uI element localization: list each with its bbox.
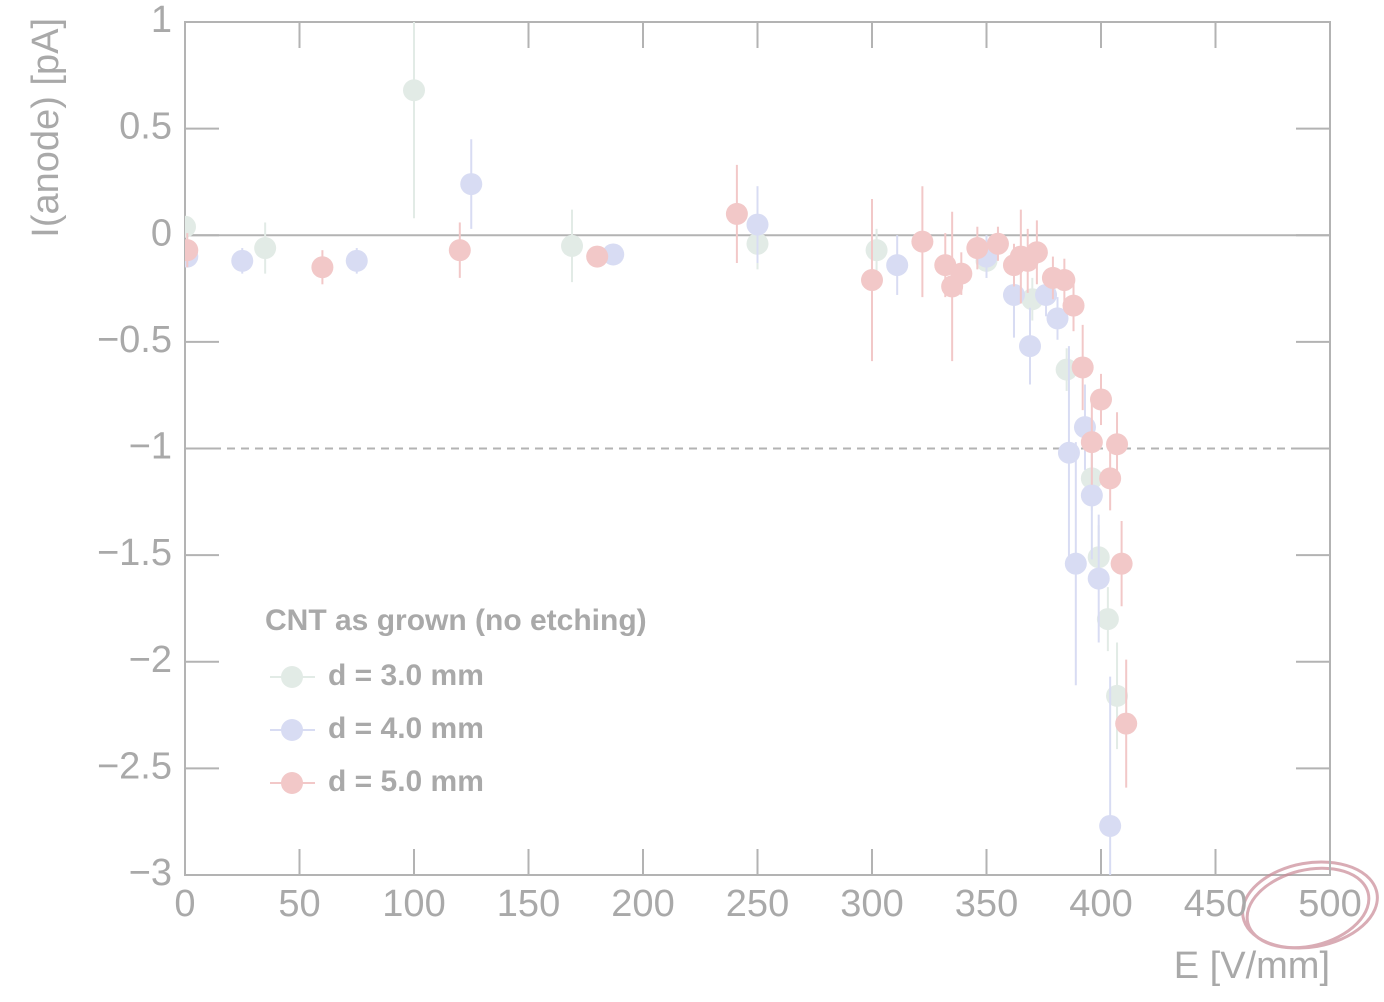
point bbox=[886, 254, 909, 277]
point bbox=[1096, 608, 1119, 631]
point bbox=[861, 269, 883, 292]
point bbox=[1090, 388, 1112, 411]
point bbox=[460, 173, 483, 196]
point bbox=[1002, 283, 1025, 306]
point bbox=[1071, 356, 1094, 379]
point bbox=[950, 262, 973, 285]
point bbox=[725, 202, 748, 225]
legend-marker bbox=[281, 666, 303, 688]
y-tick-label: −2 bbox=[129, 639, 172, 681]
point bbox=[1099, 814, 1122, 837]
x-axis-label: E [V/mm] bbox=[1174, 945, 1330, 987]
x-tick-label: 50 bbox=[278, 883, 320, 925]
point bbox=[1055, 358, 1078, 381]
legend-marker bbox=[281, 719, 303, 741]
point bbox=[986, 232, 1009, 255]
point bbox=[1062, 294, 1085, 317]
point bbox=[231, 249, 254, 272]
x-tick-label: 150 bbox=[497, 883, 560, 925]
point bbox=[254, 237, 277, 260]
x-tick-label: 300 bbox=[840, 883, 903, 925]
point bbox=[1080, 431, 1103, 454]
point bbox=[1115, 712, 1138, 735]
y-tick-label: 0 bbox=[151, 212, 172, 254]
point bbox=[1110, 552, 1133, 575]
point bbox=[586, 245, 609, 268]
legend-label: d = 4.0 mm bbox=[328, 712, 484, 745]
point bbox=[561, 234, 584, 257]
point bbox=[345, 249, 368, 272]
x-tick-label: 250 bbox=[726, 883, 789, 925]
point bbox=[1025, 241, 1048, 264]
legend-title: CNT as grown (no etching) bbox=[265, 604, 647, 637]
y-tick-label: 0.5 bbox=[119, 106, 172, 148]
x-tick-label: 100 bbox=[382, 883, 445, 925]
point bbox=[1046, 307, 1069, 330]
point bbox=[1053, 269, 1076, 292]
point bbox=[448, 239, 471, 262]
point bbox=[403, 79, 425, 102]
point bbox=[911, 230, 934, 253]
point bbox=[1064, 552, 1087, 575]
legend-label: d = 5.0 mm bbox=[328, 765, 484, 798]
x-tick-label: 450 bbox=[1184, 883, 1247, 925]
x-tick-label: 400 bbox=[1069, 883, 1132, 925]
point bbox=[1019, 335, 1042, 358]
point bbox=[1087, 567, 1110, 590]
point bbox=[865, 239, 888, 262]
legend-marker bbox=[281, 772, 303, 794]
point bbox=[1106, 684, 1129, 707]
y-tick-label: 1 bbox=[151, 0, 172, 41]
point bbox=[185, 239, 199, 262]
y-axis-label: I(anode) [pA] bbox=[25, 18, 67, 238]
legend-label: d = 3.0 mm bbox=[328, 659, 484, 692]
point bbox=[1035, 283, 1058, 306]
y-tick-label: −0.5 bbox=[97, 319, 172, 361]
point bbox=[1057, 441, 1080, 464]
point bbox=[1080, 484, 1103, 507]
x-tick-label: 500 bbox=[1298, 883, 1361, 925]
x-tick-label: 350 bbox=[955, 883, 1018, 925]
y-tick-label: −1 bbox=[129, 426, 172, 468]
point bbox=[1099, 467, 1122, 490]
y-tick-label: −3 bbox=[129, 852, 172, 894]
x-tick-label: 0 bbox=[174, 883, 195, 925]
y-tick-label: −1.5 bbox=[97, 532, 172, 574]
point bbox=[185, 215, 196, 238]
plot-area bbox=[185, 22, 1138, 875]
point bbox=[311, 256, 334, 279]
point bbox=[1106, 433, 1129, 456]
point bbox=[602, 243, 625, 266]
x-tick-label: 200 bbox=[611, 883, 674, 925]
decoration-scribble bbox=[1241, 860, 1379, 950]
y-tick-label: −2.5 bbox=[97, 745, 172, 787]
point bbox=[966, 237, 989, 260]
point bbox=[746, 213, 769, 236]
